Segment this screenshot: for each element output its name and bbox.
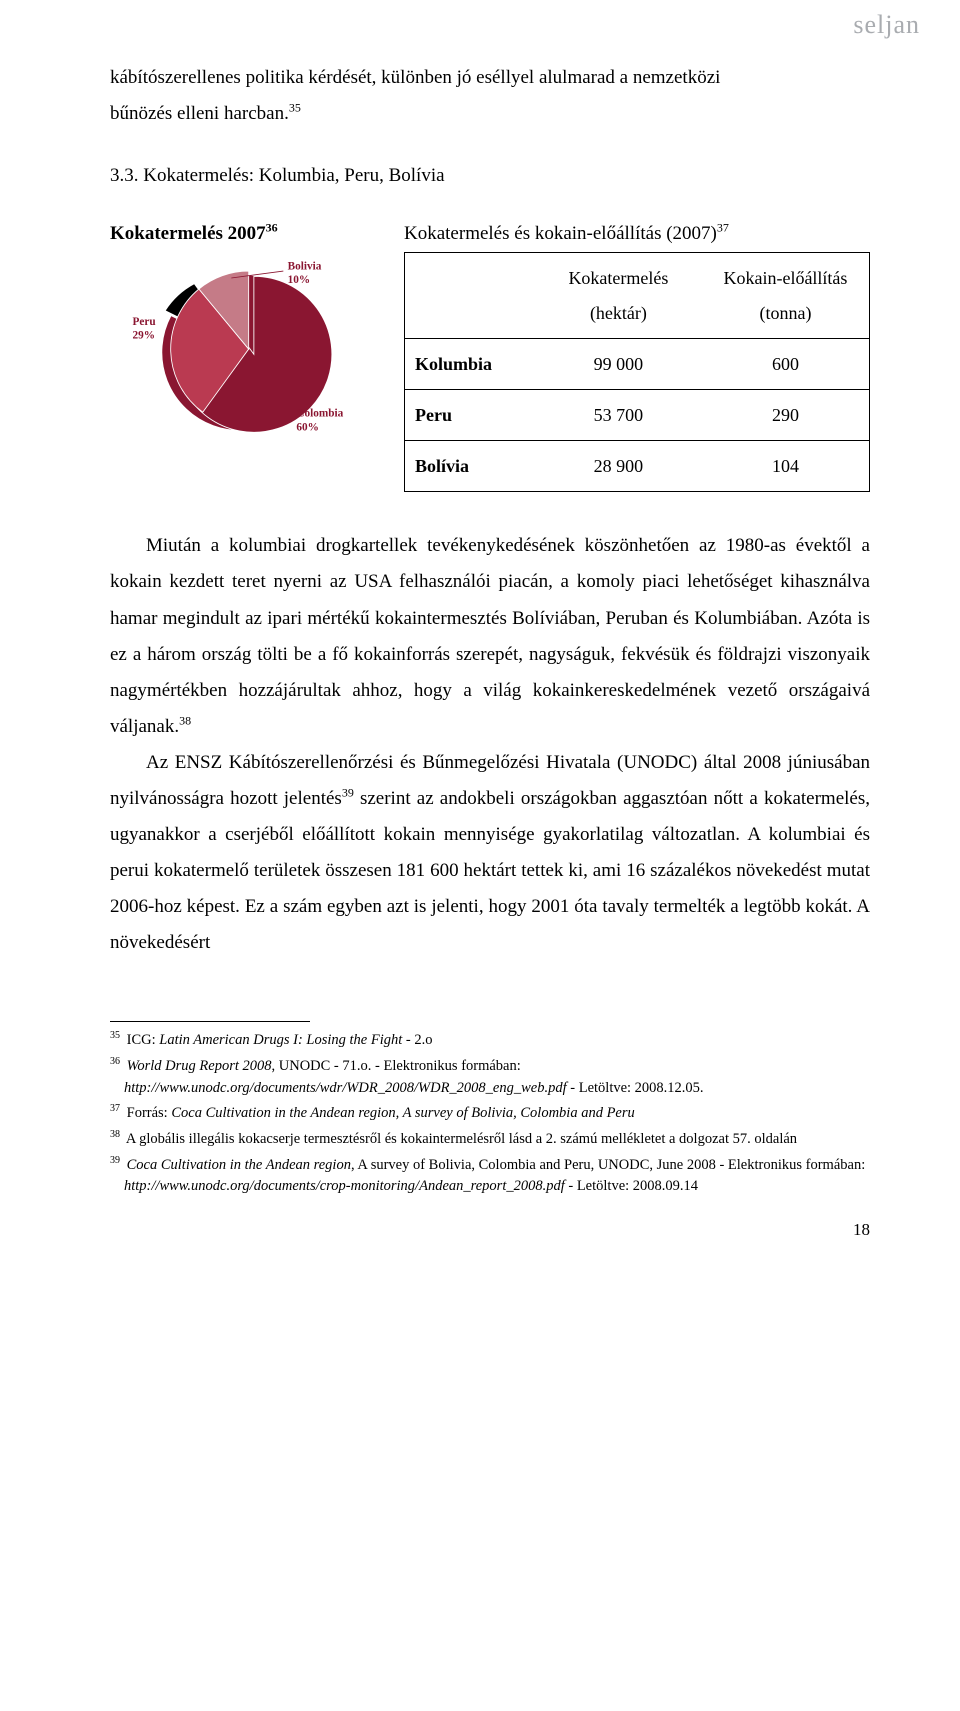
- table-row: Peru 53 700 290: [404, 390, 870, 441]
- row-hectare-peru: 53 700: [535, 390, 702, 440]
- footnote-item: 39 Coca Cultivation in the Andean region…: [110, 1153, 870, 1198]
- row-name-peru: Peru: [405, 390, 535, 440]
- body-paragraph-2: Az ENSZ Kábítószerellenőrzési és Bűnmege…: [110, 745, 870, 962]
- brand-logo: seljan: [853, 10, 920, 40]
- table-row: Kolumbia 99 000 600: [404, 339, 870, 390]
- table-header-cocaine: Kokain-előállítás(tonna): [702, 253, 869, 337]
- pie-chart-title: Kokatermelés 200736: [110, 216, 370, 252]
- row-tons-bolivia: 104: [702, 441, 869, 491]
- footnote-separator: [110, 1021, 310, 1022]
- row-hectare-kolumbia: 99 000: [535, 339, 702, 389]
- pie-label-colombia-pct: 60%: [296, 422, 319, 434]
- data-table-block: Kokatermelés és kokain-előállítás (2007)…: [404, 216, 870, 492]
- pie-label-bolivia-pct: 10%: [288, 275, 310, 287]
- body-paragraph-1: Miután a kolumbiai drogkartellek tevéken…: [110, 528, 870, 745]
- intro-line-1: kábítószerellenes politika kérdését, kül…: [110, 60, 870, 96]
- footnote-ref-38: 38: [179, 713, 191, 727]
- footnote-ref-39: 39: [342, 786, 354, 800]
- pie-label-bolivia-name: Bolivia: [288, 261, 322, 273]
- row-name-kolumbia: Kolumbia: [405, 339, 535, 389]
- section-heading: 3.3. Kokatermelés: Kolumbia, Peru, Bolív…: [110, 158, 870, 194]
- footnote-ref-37: 37: [717, 221, 729, 235]
- footnote-item: 35 ICG: Latin American Drugs I: Losing t…: [110, 1028, 870, 1052]
- footnote-item: 36 World Drug Report 2008, UNODC - 71.o.…: [110, 1054, 870, 1099]
- pie-chart: Bolivia 10% Peru 29% Colombia 60%: [110, 252, 370, 434]
- footnote-item: 37 Forrás: Coca Cultivation in the Andea…: [110, 1101, 870, 1125]
- footnote-item: 38 A globális illegális kokacserje terme…: [110, 1127, 870, 1151]
- pie-label-peru-name: Peru: [133, 316, 156, 328]
- row-tons-kolumbia: 600: [702, 339, 869, 389]
- pie-label-colombia-name: Colombia: [296, 408, 343, 420]
- table-row: Bolívia 28 900 104: [404, 441, 870, 492]
- row-hectare-bolivia: 28 900: [535, 441, 702, 491]
- footnotes-block: 35 ICG: Latin American Drugs I: Losing t…: [110, 1028, 870, 1197]
- footnote-ref-36: 36: [266, 221, 278, 235]
- page-number: 18: [110, 1220, 870, 1240]
- pie-chart-block: Kokatermelés 200736: [110, 216, 370, 447]
- table-header-coca: Kokatermelés(hektár): [535, 253, 702, 337]
- row-tons-peru: 290: [702, 390, 869, 440]
- table-header: Kokatermelés(hektár) Kokain-előállítás(t…: [404, 252, 870, 338]
- table-title: Kokatermelés és kokain-előállítás (2007)…: [404, 216, 870, 252]
- intro-line-2: bűnözés elleni harcban.35: [110, 96, 870, 132]
- pie-label-peru-pct: 29%: [133, 330, 156, 342]
- footnote-ref-35: 35: [289, 101, 301, 115]
- row-name-bolivia: Bolívia: [405, 441, 535, 491]
